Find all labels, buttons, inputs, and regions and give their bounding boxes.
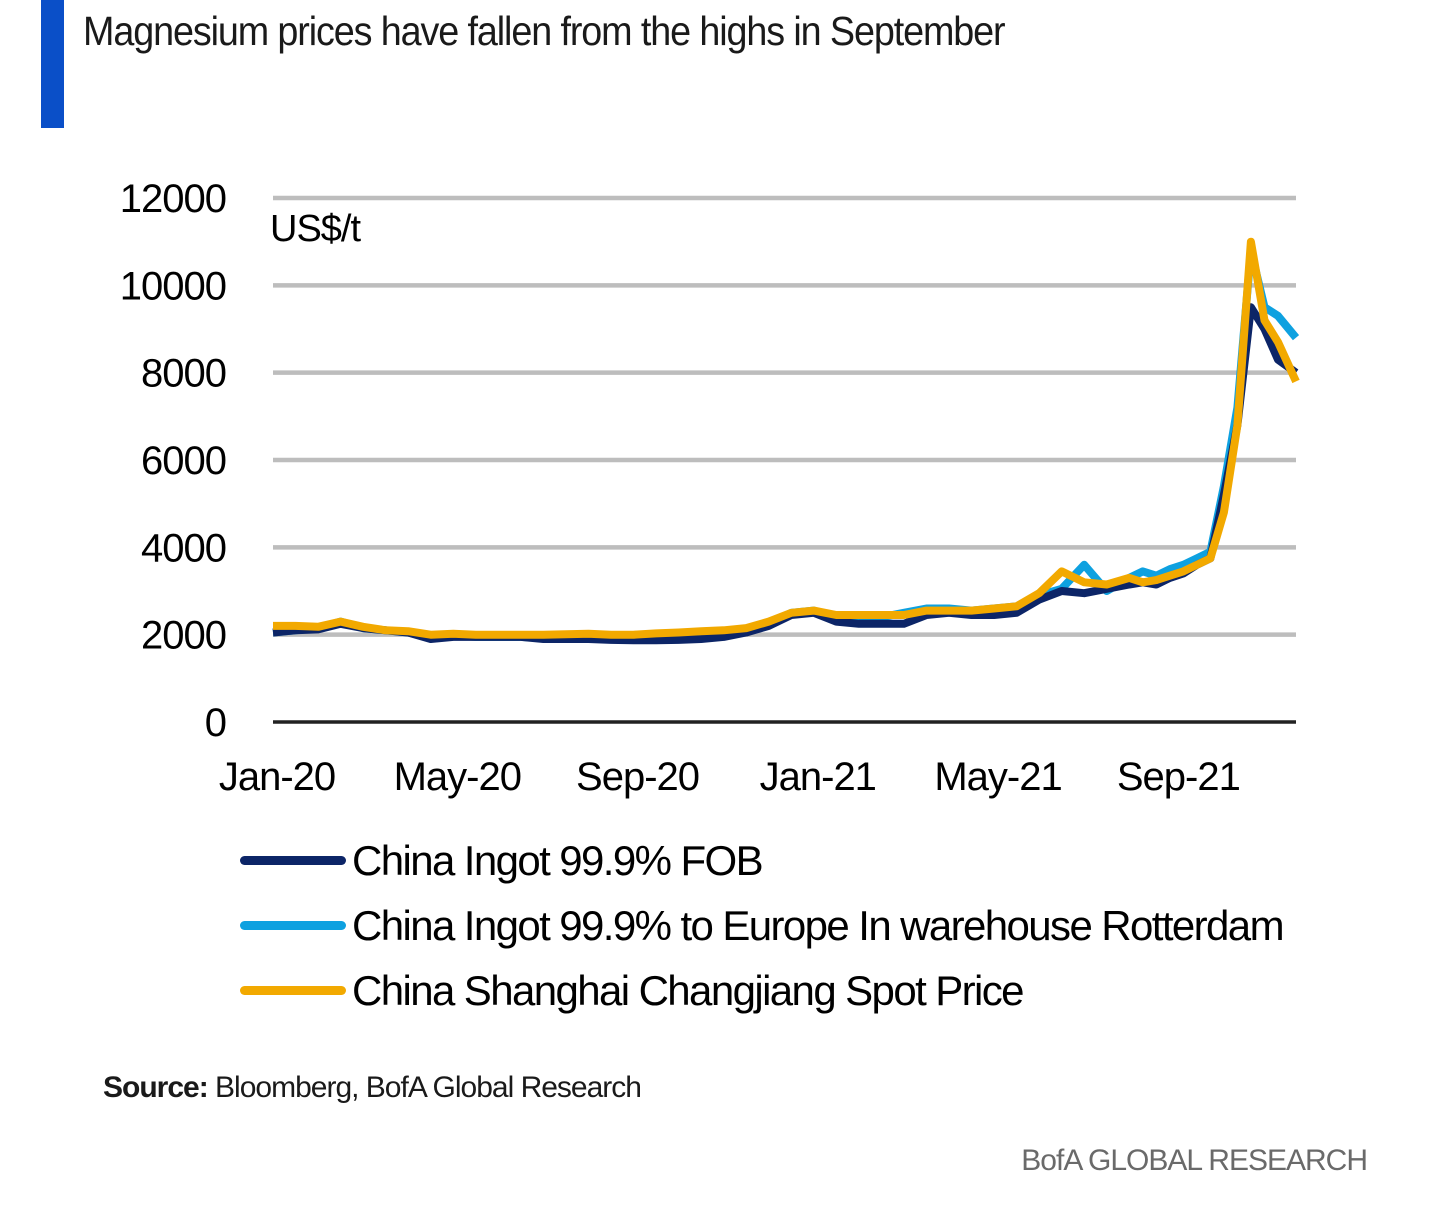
brand-footer: BofA GLOBAL RESEARCH xyxy=(1021,1144,1368,1177)
series-line-shanghai xyxy=(273,237,1300,639)
legend-swatch-rotterdam xyxy=(240,921,346,930)
y-tick-label: 12000 xyxy=(120,177,226,221)
x-axis-ticks: Jan-20 May-20 Sep-20 Jan-21 May-21 Sep-21 xyxy=(219,755,1241,799)
x-tick-label: May-21 xyxy=(934,755,1061,799)
legend-item-rotterdam: China Ingot 99.9% to Europe In warehouse… xyxy=(240,893,1285,958)
title-accent-bar xyxy=(41,0,64,128)
source-note: Source: Bloomberg, BofA Global Research xyxy=(103,1071,642,1105)
y-tick-label: 10000 xyxy=(120,264,226,308)
chart-title: Magnesium prices have fallen from the hi… xyxy=(83,8,1006,54)
source-text: Bloomberg, BofA Global Research xyxy=(215,1071,642,1104)
series-line-fob xyxy=(272,303,1299,645)
y-tick-label: 2000 xyxy=(141,614,226,658)
y-unit-label: US$/t xyxy=(270,208,361,250)
y-axis-ticks: 0 2000 4000 6000 8000 10000 12000 xyxy=(120,177,227,745)
source-label: Source: xyxy=(103,1071,209,1104)
y-tick-label: 0 xyxy=(205,701,226,745)
y-tick-label: 6000 xyxy=(141,439,226,483)
x-tick-label: Jan-20 xyxy=(219,755,335,799)
legend-label-fob: China Ingot 99.9% FOB xyxy=(352,836,764,884)
x-tick-label: Sep-21 xyxy=(1117,755,1240,799)
line-chart: 0 2000 4000 6000 8000 10000 12000 Jan-20 May-20… xyxy=(120,177,1300,799)
y-tick-label: 4000 xyxy=(141,526,226,570)
x-tick-label: May-20 xyxy=(394,755,521,799)
y-tick-label: 8000 xyxy=(141,352,226,396)
x-tick-label: Sep-20 xyxy=(576,755,699,799)
legend-swatch-shanghai xyxy=(240,986,346,995)
legend: China Ingot 99.9% FOB China Ingot 99.9% … xyxy=(240,828,1285,1023)
x-tick-label: Jan-21 xyxy=(760,755,876,799)
legend-item-shanghai: China Shanghai Changjiang Spot Price xyxy=(240,958,1283,1023)
legend-label-rotterdam: China Ingot 99.9% to Europe In warehouse… xyxy=(352,901,1285,949)
legend-item-fob: China Ingot 99.9% FOB xyxy=(240,828,1283,893)
gridlines xyxy=(273,195,1296,724)
legend-label-shanghai: China Shanghai Changjiang Spot Price xyxy=(352,966,1025,1014)
legend-swatch-fob xyxy=(240,856,346,865)
series-lines xyxy=(272,237,1300,645)
